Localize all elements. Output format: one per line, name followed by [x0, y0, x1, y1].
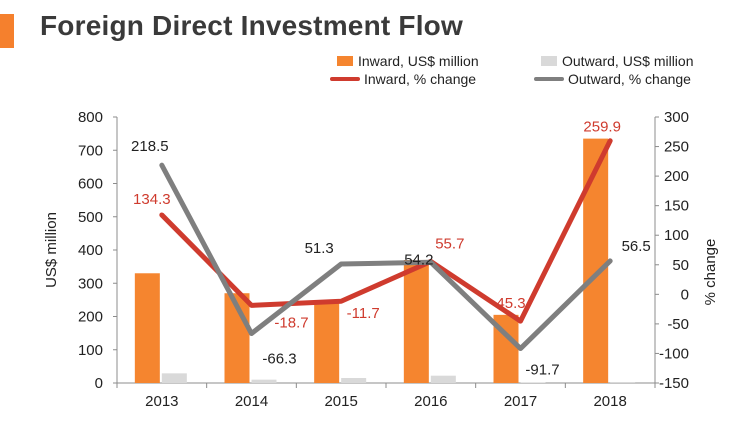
data-label-inward-pct: -11.7 [347, 305, 380, 322]
line-outward-pct-change [159, 162, 613, 352]
y-tick-label: 200 [78, 309, 103, 326]
bar-inward-2018 [583, 138, 609, 383]
legend-inward-line: Inward, % change [330, 71, 476, 87]
data-label-inward-pct: 259.9 [583, 119, 621, 136]
line-inward-pct-change [159, 138, 613, 324]
data-label-outward-pct: 218.5 [131, 138, 169, 155]
x-tick-label: 2015 [324, 393, 357, 410]
data-label-outward-pct: 51.3 [305, 240, 334, 257]
legend-swatch-inward-line [330, 77, 360, 81]
data-label-outward-pct: -66.3 [262, 351, 296, 368]
y2-tick-label: 0 [681, 286, 689, 303]
y2-tick-label: 300 [664, 109, 689, 126]
data-label-inward-pct: 55.7 [435, 235, 464, 252]
bar-inward-2013 [134, 273, 160, 383]
y-tick-label: 400 [78, 242, 103, 259]
x-tick-label: 2016 [414, 393, 447, 410]
data-label-outward-pct: 54.2 [404, 251, 433, 268]
legend-inward-bar: Inward, US$ million [337, 53, 479, 69]
bar-outward-2015 [341, 378, 367, 383]
bar-outward-2013 [161, 373, 187, 383]
y-tick-label: 600 [78, 176, 103, 193]
data-label-outward-pct: -91.7 [525, 362, 559, 379]
legend-swatch-outward-line [534, 77, 564, 81]
y2-tick-label: -100 [659, 345, 689, 362]
legend-swatch-outward-bar [541, 56, 557, 66]
bar-outward-2017 [520, 382, 546, 383]
legend-label-inward-bar: Inward, US$ million [358, 53, 479, 69]
bar-outward-2016 [430, 375, 456, 383]
y-tick-label: 100 [78, 342, 103, 359]
bar-outward-2018 [610, 382, 636, 383]
x-tick-label: 2017 [504, 393, 537, 410]
y-axis-title: US$ million [43, 212, 60, 288]
chart-title: Foreign Direct Investment Flow [40, 10, 463, 41]
data-label-outward-pct: 56.5 [622, 238, 651, 255]
y-tick-label: 500 [78, 209, 103, 226]
legend-label-outward-line: Outward, % change [568, 71, 691, 87]
bar-outward-2014 [251, 379, 277, 383]
y-tick-label: 800 [78, 109, 103, 126]
legend-label-outward-bar: Outward, US$ million [562, 53, 694, 69]
y2-tick-label: 250 [664, 139, 689, 156]
y2-tick-label: -150 [659, 375, 689, 392]
legend-outward-line: Outward, % change [534, 71, 691, 87]
x-tick-label: 2014 [235, 393, 268, 410]
x-tick-label: 2018 [593, 393, 626, 410]
y2-axis-title: % change [702, 239, 719, 306]
data-label-inward-pct: 134.3 [133, 191, 171, 208]
y-tick-label: 700 [78, 142, 103, 159]
y-tick-label: 300 [78, 275, 103, 292]
y2-tick-label: 100 [664, 227, 689, 244]
x-tick-label: 2013 [145, 393, 178, 410]
title-accent-bar [0, 14, 14, 48]
data-label-inward-pct: -18.7 [274, 314, 308, 331]
data-label-inward-pct: -45.3 [491, 295, 525, 312]
legend-swatch-inward-bar [337, 56, 353, 66]
bar-inward-2015 [314, 303, 340, 383]
y2-tick-label: 150 [664, 198, 689, 215]
bar-inward-2016 [403, 259, 429, 383]
y2-tick-label: 200 [664, 168, 689, 185]
legend-label-inward-line: Inward, % change [364, 71, 477, 87]
y-tick-label: 0 [95, 375, 103, 392]
y2-tick-label: 50 [672, 257, 689, 274]
y2-tick-label: -50 [667, 316, 689, 333]
legend-outward-bar: Outward, US$ million [541, 53, 694, 69]
